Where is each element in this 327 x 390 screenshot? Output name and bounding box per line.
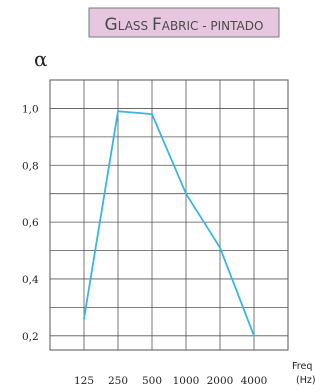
title-box: [88, 7, 280, 38]
data-point: [253, 334, 255, 337]
x-tick-label: 125: [74, 375, 94, 387]
plot-frame: [49, 79, 289, 351]
x-tick-label: 2000: [207, 375, 234, 387]
y-tick-label: 0,8: [22, 160, 39, 172]
x-tick-label: 1000: [173, 375, 200, 387]
x-tick-label: 500: [142, 375, 162, 387]
x-axis-label-unit: (Hz): [296, 375, 316, 386]
data-point: [151, 113, 153, 116]
y-tick-label: 0,4: [22, 274, 39, 286]
chart-title: GLASS FABRIC - PINTADO: [105, 15, 264, 35]
y-tick-labels: 1,0 0,8 0,6 0,4 0,2: [22, 103, 39, 342]
series-line: [83, 110, 255, 337]
x-axis-label-freq: Freq: [292, 361, 312, 372]
data-point: [117, 110, 119, 113]
x-tick-label: 250: [108, 375, 128, 387]
x-tick-label: 4000: [241, 375, 268, 387]
y-tick-label: 1,0: [22, 103, 39, 115]
y-axis-label: α: [34, 47, 48, 71]
data-point: [219, 246, 221, 249]
x-tick-labels: 125 250 500 1000 2000 4000: [74, 375, 267, 387]
grid: [49, 79, 289, 351]
y-tick-label: 0,2: [22, 331, 39, 343]
y-tick-label: 0,6: [22, 217, 39, 229]
series: [83, 110, 255, 337]
data-point: [83, 317, 85, 320]
data-point: [185, 192, 187, 195]
